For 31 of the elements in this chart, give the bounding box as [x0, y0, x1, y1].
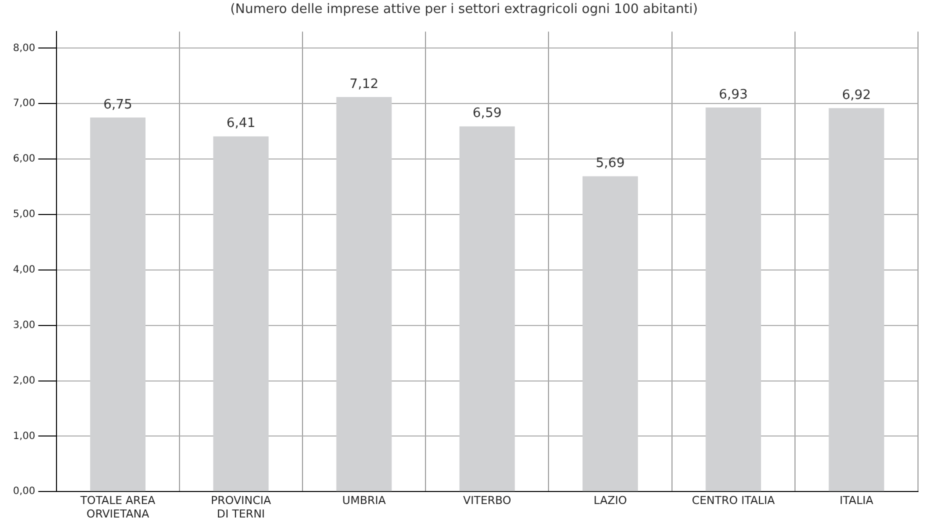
y-tick-label: 3,00 [13, 320, 36, 331]
data-label: 6,59 [472, 106, 502, 122]
x-tick-label: UMBRIA [342, 494, 386, 508]
bar [336, 97, 392, 492]
x-tick-label: VITERBO [463, 494, 512, 508]
data-label: 6,75 [103, 97, 132, 112]
x-tick-label: LAZIO [594, 494, 628, 508]
x-tick-label: TOTALE AREA ORVIETANA [79, 494, 156, 520]
data-label: 7,12 [350, 76, 379, 92]
bar [213, 136, 269, 492]
x-tick-label: PROVINCIA DI TERNI [210, 494, 272, 520]
bar [459, 126, 515, 492]
bar [706, 108, 762, 492]
bar [828, 108, 884, 492]
data-label: 6,92 [842, 88, 871, 103]
x-tick-label: ITALIA [840, 494, 874, 508]
y-tick-label: 6,00 [13, 154, 36, 165]
x-tick-label: CENTRO ITALIA [692, 494, 776, 508]
data-label: 6,93 [718, 87, 748, 102]
data-label: 5,69 [596, 156, 625, 172]
bar [90, 118, 146, 492]
y-tick-label: 1,00 [13, 430, 36, 442]
y-tick-label: 4,00 [13, 264, 36, 276]
y-tick-label: 5,00 [13, 209, 36, 220]
y-tick-label: 7,00 [13, 98, 36, 110]
y-tick-label: 2,00 [13, 375, 36, 386]
y-tick-label: 0,00 [13, 486, 36, 498]
chart-title: (Numero delle imprese attive per i settori extragricoli ogni 100 abitanti) [230, 2, 698, 18]
data-label: 6,41 [226, 116, 256, 132]
y-tick-label: 8,00 [13, 42, 36, 54]
bar [582, 176, 638, 492]
